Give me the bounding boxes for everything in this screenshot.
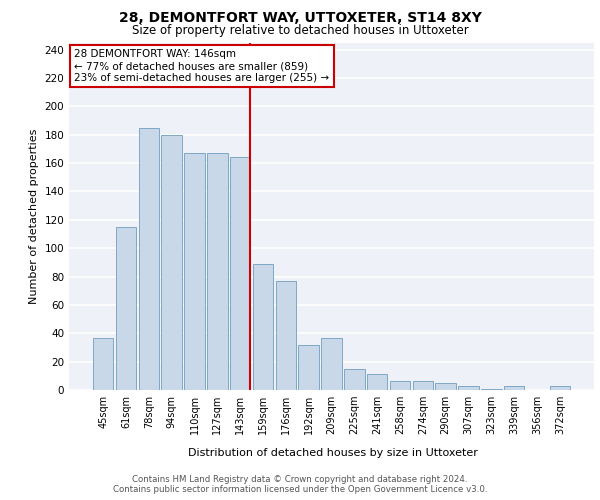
Bar (184, 153, 205, 390)
Bar (481, 388, 502, 390)
Bar (207, 153, 227, 390)
Bar (161, 134, 182, 390)
Bar (321, 338, 342, 390)
Bar (253, 264, 273, 390)
Bar (93, 338, 113, 390)
Bar (139, 128, 159, 390)
Text: Size of property relative to detached houses in Uttoxeter: Size of property relative to detached ho… (131, 24, 469, 37)
Bar (116, 227, 136, 390)
Bar (275, 281, 296, 390)
Text: 28 DEMONTFORT WAY: 146sqm
← 77% of detached houses are smaller (859)
23% of semi: 28 DEMONTFORT WAY: 146sqm ← 77% of detac… (74, 50, 329, 82)
Bar (390, 382, 410, 390)
Bar (436, 383, 456, 390)
Bar (458, 386, 479, 390)
Bar (230, 158, 250, 390)
Bar (550, 386, 570, 390)
Text: Contains HM Land Registry data © Crown copyright and database right 2024.
Contai: Contains HM Land Registry data © Crown c… (113, 474, 487, 494)
Bar (413, 382, 433, 390)
Text: Distribution of detached houses by size in Uttoxeter: Distribution of detached houses by size … (188, 448, 478, 458)
Text: 28, DEMONTFORT WAY, UTTOXETER, ST14 8XY: 28, DEMONTFORT WAY, UTTOXETER, ST14 8XY (119, 11, 481, 25)
Bar (344, 368, 365, 390)
Bar (298, 344, 319, 390)
Bar (367, 374, 388, 390)
Bar (504, 386, 524, 390)
Y-axis label: Number of detached properties: Number of detached properties (29, 128, 39, 304)
